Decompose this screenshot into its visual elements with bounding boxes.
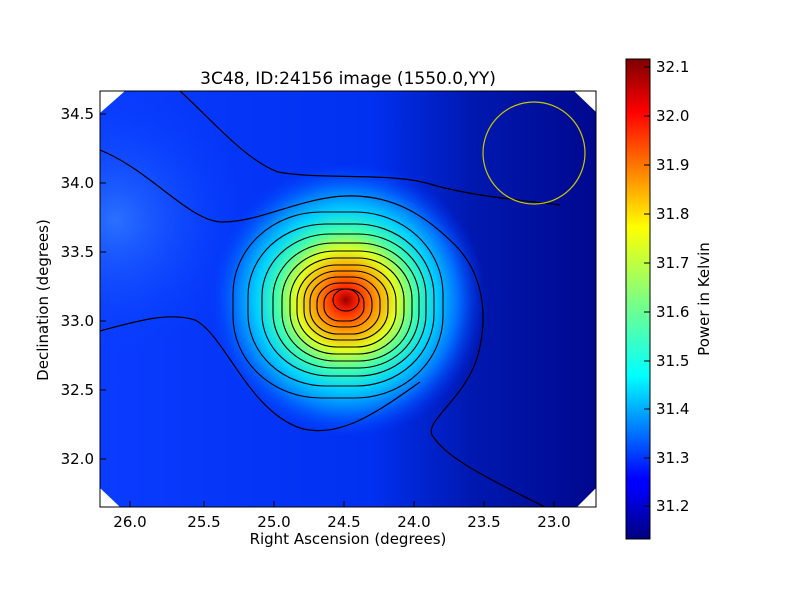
contour-ring [303, 270, 389, 341]
contour-line-top-ridge [179, 91, 561, 206]
x-axis: 26.0 25.5 25.0 24.5 24.0 23.5 23.0 Right… [113, 501, 571, 548]
contour-ring [316, 282, 373, 328]
corner-mask-bottom-left [100, 488, 120, 507]
y-tick-label: 32.5 [61, 381, 94, 399]
corner-mask-top-right [574, 91, 596, 112]
plot-frame [99, 90, 597, 508]
beam-circle [482, 101, 586, 205]
x-tick-label: 23.0 [537, 513, 570, 531]
heatmap-source-blob [100, 91, 596, 507]
x-tick-label: 24.5 [327, 513, 360, 531]
colorbar-tick-label: 31.4 [656, 400, 689, 418]
colorbar-ticks [644, 66, 650, 507]
y-tick-label: 34.0 [61, 174, 94, 192]
contour-ring [289, 257, 405, 355]
contour-ring [281, 250, 413, 362]
colorbar-tick-label: 31.8 [656, 205, 689, 223]
plot-area [100, 91, 596, 507]
y-tick-label: 32.0 [61, 450, 94, 468]
contour-ring [296, 264, 397, 348]
colorbar-tick-label: 31.6 [656, 303, 689, 321]
corner-mask-top-left [100, 91, 125, 113]
y-tick-label: 33.5 [61, 243, 94, 261]
chart-title: 3C48, ID:24156 image (1550.0,YY) [200, 69, 496, 89]
contour-peak [332, 288, 360, 312]
corner-mask-bottom-right [577, 488, 596, 507]
x-tick-label: 23.5 [467, 513, 500, 531]
colorbar: 31.2 31.3 31.4 31.5 31.6 31.7 31.8 31.9 … [625, 58, 713, 540]
y-axis: 32.0 32.5 33.0 33.5 34.0 34.5 Declinatio… [34, 105, 106, 468]
colorbar-tick-label: 31.3 [656, 449, 689, 467]
colorbar-gradient [625, 58, 651, 540]
contour-rings [232, 211, 444, 399]
x-tick-label: 24.0 [397, 513, 430, 531]
x-tick-label: 25.5 [187, 513, 220, 531]
colorbar-tick-label: 31.7 [656, 254, 689, 272]
y-tick-label: 34.5 [61, 105, 94, 123]
contour-ring [309, 276, 381, 335]
colorbar-tick-label: 32.1 [656, 58, 689, 76]
contour-ring [247, 223, 435, 387]
contour-ring [261, 233, 427, 377]
colorbar-tick-label: 32.0 [656, 107, 689, 125]
colorbar-tick-label: 31.5 [656, 352, 689, 370]
contour-line-outer-top [100, 149, 546, 507]
x-tick-label: 25.0 [257, 513, 290, 531]
y-tick-label: 33.0 [61, 312, 94, 330]
x-axis-label: Right Ascension (degrees) [250, 530, 447, 548]
colorbar-label: Power in Kelvin [695, 242, 713, 356]
y-axis-label: Declination (degrees) [34, 219, 52, 381]
colorbar-tick-label: 31.9 [656, 156, 689, 174]
contour-ring [232, 211, 444, 399]
contour-line-outer-bottom [100, 316, 421, 432]
contour-ring [272, 242, 420, 369]
colorbar-tick-label: 31.2 [656, 497, 689, 515]
x-tick-label: 26.0 [113, 513, 146, 531]
